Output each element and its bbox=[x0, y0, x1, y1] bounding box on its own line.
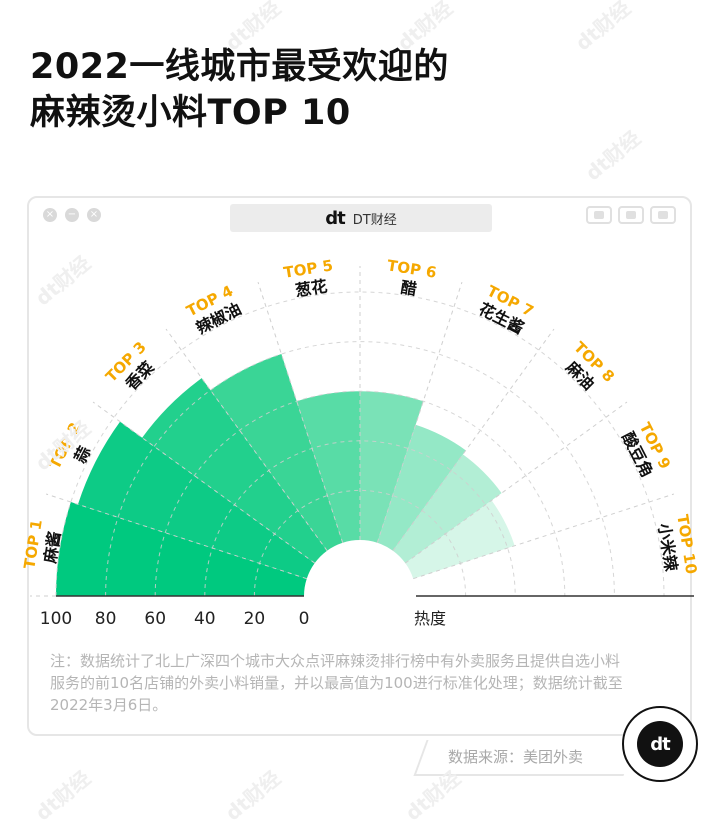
chart-note: 注：数据统计了北上广深四个城市大众点评麻辣烫排行榜中有外卖服务且提供自选小料服务… bbox=[50, 652, 623, 714]
bar-7 bbox=[377, 424, 466, 551]
share-icon[interactable] bbox=[618, 206, 644, 224]
category-label: 麻酱 bbox=[40, 530, 64, 566]
data-source: 数据来源：美团外卖 bbox=[448, 748, 584, 766]
bar-6 bbox=[360, 391, 424, 543]
bar-8 bbox=[392, 454, 502, 564]
rank-label: TOP 6 bbox=[386, 256, 438, 282]
dt-badge-logo-icon: dt bbox=[637, 721, 683, 767]
bar-5 bbox=[296, 391, 360, 543]
radial-gridline bbox=[165, 328, 328, 551]
tick-label: 80 bbox=[95, 609, 117, 629]
window-buttons bbox=[586, 206, 676, 224]
radial-ring bbox=[105, 341, 615, 597]
record-icon[interactable] bbox=[586, 206, 612, 224]
chart-title: 2022一线城市最受欢迎的 麻辣烫小料TOP 10 bbox=[30, 44, 449, 136]
close-icon[interactable]: × bbox=[43, 208, 57, 222]
bar-1 bbox=[56, 502, 307, 596]
radial-gridline bbox=[257, 281, 344, 543]
radial-gridline bbox=[392, 328, 555, 551]
title-line-2: 麻辣烫小料TOP 10 bbox=[30, 93, 351, 133]
radial-gridline bbox=[92, 401, 315, 564]
category-label-group: TOP 3香菜 bbox=[102, 338, 158, 394]
title-line-1: 2022一线城市最受欢迎的 bbox=[30, 47, 449, 87]
tick-label: 20 bbox=[244, 609, 266, 629]
maximize-icon[interactable]: × bbox=[87, 208, 101, 222]
category-label: 蒜 bbox=[70, 443, 94, 466]
axis-label: 热度 bbox=[414, 609, 446, 628]
radial-ring bbox=[204, 440, 516, 597]
dt-badge[interactable]: dt bbox=[622, 706, 698, 782]
radial-gridline bbox=[376, 281, 463, 543]
bar-9 bbox=[405, 500, 515, 579]
radial-gridline bbox=[405, 401, 628, 564]
category-label-group: TOP 6醋 bbox=[386, 256, 438, 299]
tick-label: 0 bbox=[299, 609, 310, 629]
bar-3 bbox=[142, 378, 328, 564]
window-tab[interactable]: dt DT财经 bbox=[230, 204, 492, 232]
category-label-group: TOP 5葱花 bbox=[282, 256, 334, 300]
bar-2 bbox=[77, 421, 315, 579]
category-label-group: TOP 8麻油 bbox=[562, 338, 618, 394]
tick-label: 40 bbox=[194, 609, 216, 629]
copy-icon[interactable] bbox=[650, 206, 676, 224]
minimize-icon[interactable]: − bbox=[65, 208, 79, 222]
bar-4 bbox=[210, 354, 343, 551]
window-controls: × − × bbox=[43, 208, 101, 222]
radial-gridline bbox=[413, 493, 675, 580]
category-label: 葱花 bbox=[294, 276, 329, 300]
tab-title: DT财经 bbox=[352, 212, 397, 228]
tick-label: 60 bbox=[144, 609, 166, 629]
radial-ring bbox=[154, 390, 566, 597]
radial-ring bbox=[253, 489, 467, 597]
dt-logo-icon: dt bbox=[325, 207, 345, 229]
rank-label: TOP 5 bbox=[282, 256, 334, 282]
category-label-group: TOP 1麻酱 bbox=[20, 518, 64, 570]
tick-label: 100 bbox=[40, 609, 72, 629]
radial-gridline bbox=[45, 493, 307, 580]
category-label: 醋 bbox=[399, 278, 418, 299]
